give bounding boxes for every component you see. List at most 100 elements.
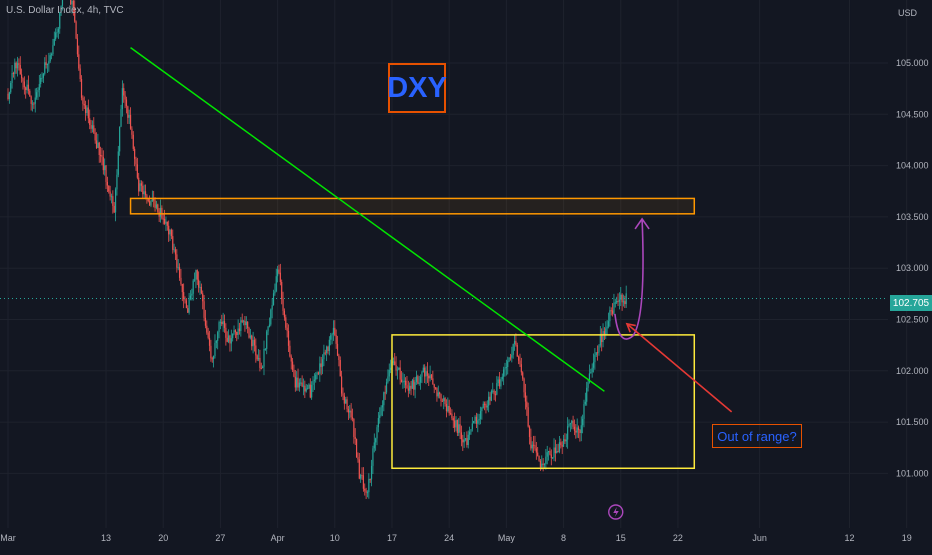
candle-body xyxy=(75,21,77,39)
candle-body xyxy=(343,395,345,404)
candle-body xyxy=(253,339,256,346)
candle-body xyxy=(279,272,281,282)
candle-body xyxy=(595,352,597,356)
candle-body xyxy=(342,393,344,396)
candle-body xyxy=(543,463,546,465)
range-box xyxy=(391,334,696,470)
candle-body xyxy=(268,324,271,327)
candle-body xyxy=(530,436,532,449)
candle-body xyxy=(309,384,311,398)
candle-body xyxy=(609,310,611,322)
candle-body xyxy=(610,310,612,312)
candle-body xyxy=(37,90,39,93)
candle-body xyxy=(263,348,265,367)
candle-body xyxy=(297,377,299,388)
candle-body xyxy=(293,369,295,377)
candle-body xyxy=(80,79,83,98)
candle-body xyxy=(405,380,407,386)
candle-body xyxy=(440,394,442,401)
candle-body xyxy=(46,63,49,65)
candle-body xyxy=(108,185,110,192)
candle-body xyxy=(433,384,435,388)
candle-body xyxy=(339,360,341,377)
candle-body xyxy=(21,74,23,79)
candle-body xyxy=(76,38,79,55)
candle-body xyxy=(469,431,471,435)
candle-body xyxy=(93,125,95,133)
candle-body xyxy=(533,444,535,446)
symbol-label-box: DXY xyxy=(387,63,447,113)
candle-body xyxy=(127,106,129,118)
candle-body xyxy=(129,114,132,129)
candle-body xyxy=(150,201,152,206)
candle-body xyxy=(345,399,347,404)
candle-body xyxy=(511,354,513,358)
candle-body xyxy=(338,355,340,361)
candle-body xyxy=(14,62,16,74)
candle-body xyxy=(223,321,226,328)
candle-body xyxy=(362,475,364,489)
x-tick-label: 20 xyxy=(158,533,168,543)
candle-body xyxy=(165,221,167,224)
candle-body xyxy=(385,382,388,393)
candle-body xyxy=(97,142,99,148)
candle-body xyxy=(361,474,363,476)
candle-body xyxy=(249,335,251,338)
candle-body xyxy=(346,399,348,410)
candle-body xyxy=(78,54,80,69)
candle-body xyxy=(561,445,563,447)
candle-body xyxy=(41,77,43,79)
candle-body xyxy=(586,387,588,402)
candle-body xyxy=(244,320,246,326)
candle-body xyxy=(376,427,378,439)
candle-body xyxy=(123,88,125,96)
x-tick-label: Jun xyxy=(752,533,767,543)
candle-body xyxy=(573,426,576,431)
candle-body xyxy=(326,346,328,353)
callout-arrowhead xyxy=(625,322,636,333)
candle-body xyxy=(242,320,245,322)
candle-body xyxy=(594,355,596,363)
candle-body xyxy=(460,432,463,440)
candle-body xyxy=(474,416,476,421)
candle-body xyxy=(369,479,371,481)
candle-body xyxy=(455,420,457,428)
candle-body xyxy=(180,277,182,285)
candle-body xyxy=(471,423,473,430)
callout-label-box: Out of range? xyxy=(712,424,802,448)
candle-body xyxy=(466,438,468,445)
candle-body xyxy=(445,404,448,412)
candle-body xyxy=(15,62,17,69)
candle-body xyxy=(452,418,454,421)
candle-body xyxy=(31,103,34,105)
candle-body xyxy=(140,183,143,186)
candle-body xyxy=(558,442,561,452)
candle-body xyxy=(163,218,166,224)
candle-body xyxy=(105,165,107,182)
candle-body xyxy=(396,369,399,371)
candle-body xyxy=(580,425,582,434)
candle-body xyxy=(8,92,10,100)
candle-body xyxy=(240,320,242,332)
callout-label: Out of range? xyxy=(717,428,797,444)
candle-body xyxy=(592,362,595,368)
candle-body xyxy=(70,0,72,5)
candle-body xyxy=(327,346,329,351)
candle-body xyxy=(226,337,228,342)
candle-body xyxy=(227,335,230,342)
candle-body xyxy=(360,474,362,479)
candle-body xyxy=(11,72,13,84)
candle-body xyxy=(372,448,374,466)
candle-body xyxy=(191,293,193,296)
candle-body xyxy=(40,77,42,85)
candle-body xyxy=(183,292,185,300)
candle-body xyxy=(429,374,431,379)
candle-body xyxy=(61,0,64,6)
candle-body xyxy=(526,401,528,408)
candle-body xyxy=(320,363,322,367)
candle-body xyxy=(486,405,488,408)
candle-body xyxy=(296,377,298,388)
candle-body xyxy=(98,142,100,156)
